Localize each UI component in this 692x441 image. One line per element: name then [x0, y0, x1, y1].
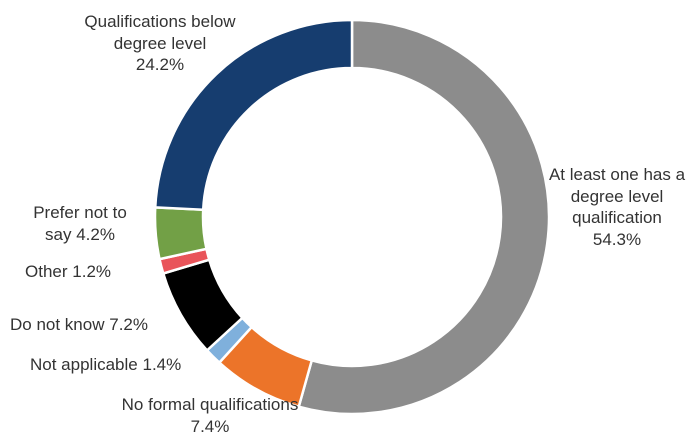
value-label: 4.2%	[76, 224, 115, 244]
category-label: No formal qualifications	[121, 395, 299, 414]
value-label: 7.2%	[109, 315, 148, 334]
slice-label: At least one has a degree level qualific…	[540, 164, 692, 250]
slice-label: Qualifications below degree level 24.2%	[72, 11, 248, 76]
category-label: Qualifications below degree level	[84, 12, 236, 53]
value-label: 1.2%	[72, 262, 112, 281]
value-label: 1.4%	[142, 355, 182, 374]
category-label: At least one has a degree level qualific…	[548, 165, 686, 227]
category-label: Prefer not to say	[33, 203, 127, 244]
donut-slice	[297, 18, 551, 416]
slice-label: Do not know 7.2%	[10, 314, 148, 336]
category-label: Other	[25, 262, 68, 281]
category-label: Not applicable	[30, 355, 138, 374]
slice-label: Not applicable 1.4%	[30, 354, 181, 376]
value-label: 54.3%	[592, 229, 642, 249]
slice-label: No formal qualifications 7.4%	[120, 394, 300, 437]
slice-label: Prefer not to say 4.2%	[28, 202, 132, 245]
value-label: 24.2%	[135, 55, 185, 74]
donut-slice	[153, 206, 208, 261]
slice-label: Other 1.2%	[25, 261, 111, 283]
value-label: 7.4%	[190, 416, 230, 436]
category-label: Do not know	[10, 315, 105, 334]
donut-slice	[153, 18, 354, 212]
